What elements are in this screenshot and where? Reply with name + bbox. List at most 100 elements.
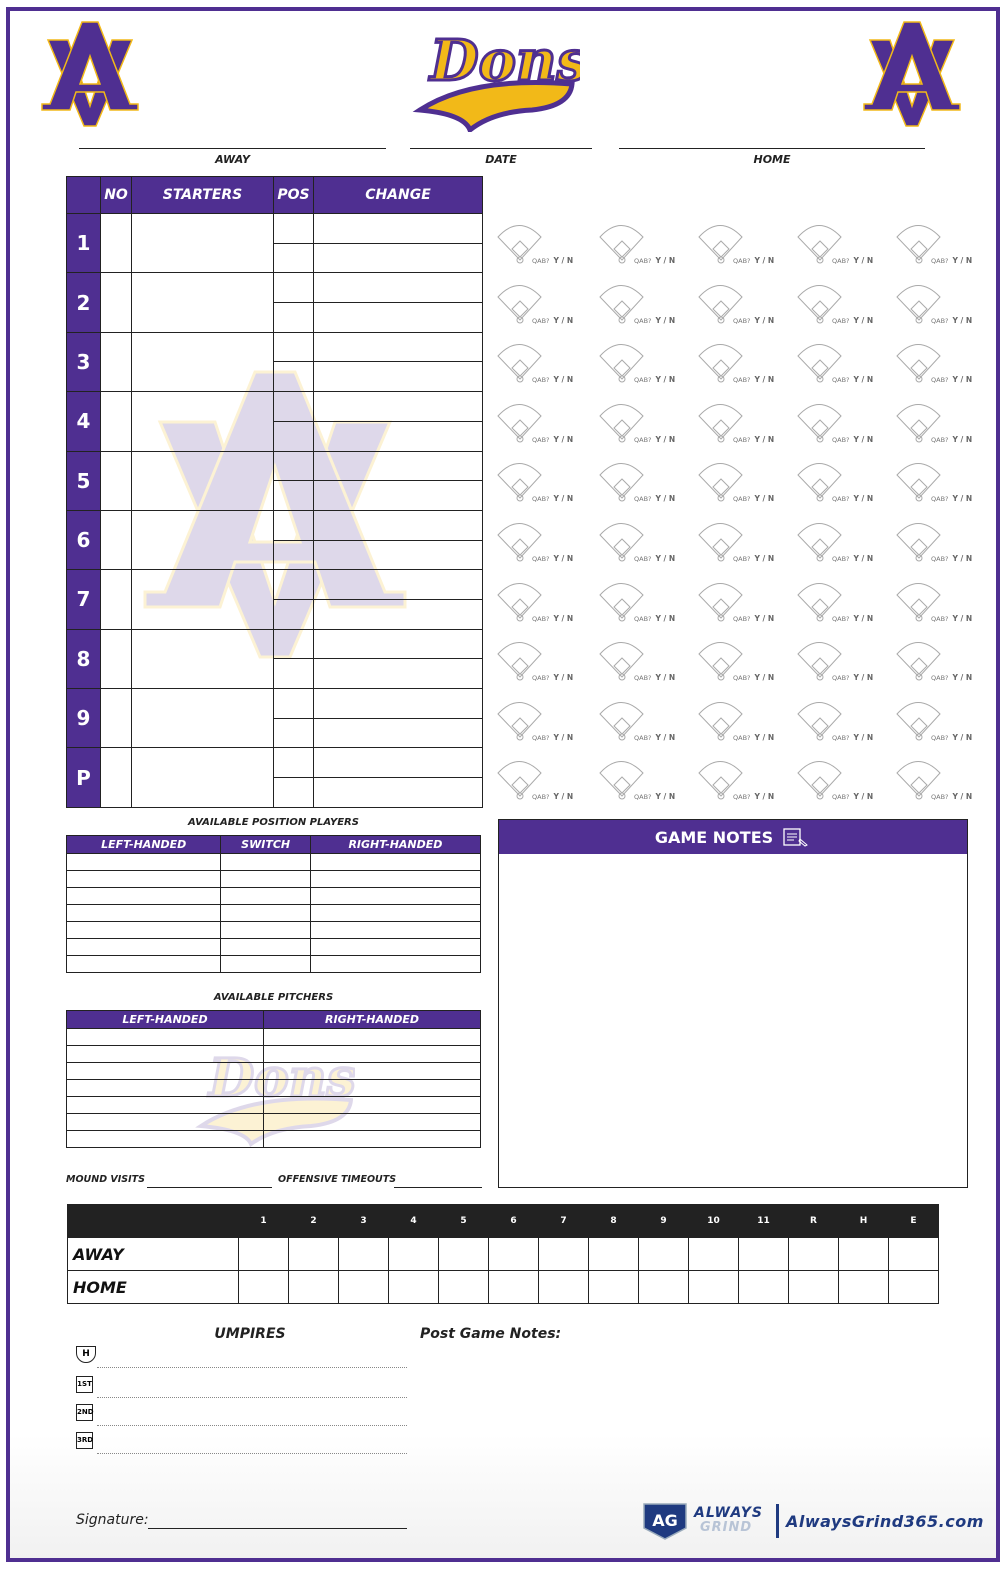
- number-cell[interactable]: [100, 331, 132, 393]
- player-cell[interactable]: [66, 1079, 264, 1097]
- player-cell[interactable]: [66, 1113, 264, 1131]
- qab-yes-no[interactable]: Y / N: [553, 375, 574, 385]
- change-cell[interactable]: [313, 480, 483, 511]
- at-bat-box[interactable]: QAB? Y / N: [894, 756, 984, 806]
- at-bat-box[interactable]: QAB? Y / N: [597, 339, 687, 389]
- number-cell[interactable]: [100, 450, 132, 511]
- game-notes-box[interactable]: GAME NOTES: [498, 819, 968, 1188]
- number-cell[interactable]: [100, 628, 132, 690]
- at-bat-box[interactable]: QAB? Y / N: [795, 458, 885, 508]
- score-cell[interactable]: [788, 1237, 839, 1271]
- change-cell[interactable]: [313, 509, 483, 541]
- pos-cell[interactable]: [273, 628, 314, 660]
- pos-cell[interactable]: [273, 717, 314, 749]
- at-bat-box[interactable]: QAB? Y / N: [696, 280, 786, 330]
- pos-cell[interactable]: [273, 361, 314, 393]
- pos-cell[interactable]: [273, 272, 314, 304]
- player-cell[interactable]: [220, 887, 311, 905]
- player-cell[interactable]: [309, 904, 482, 922]
- qab-yes-no[interactable]: Y / N: [655, 256, 676, 265]
- away-line[interactable]: [79, 148, 386, 149]
- qab-yes-no[interactable]: Y / N: [553, 673, 574, 683]
- pos-cell[interactable]: [273, 213, 314, 244]
- at-bat-box[interactable]: QAB? Y / N: [495, 756, 585, 806]
- player-cell[interactable]: [66, 1028, 264, 1046]
- score-cell[interactable]: [238, 1270, 289, 1304]
- at-bat-box[interactable]: QAB? Y / N: [894, 399, 984, 449]
- change-cell[interactable]: [313, 598, 483, 630]
- player-cell[interactable]: [65, 904, 222, 922]
- change-cell[interactable]: [313, 242, 483, 274]
- at-bat-box[interactable]: QAB? Y / N: [597, 280, 687, 330]
- at-bat-box[interactable]: QAB? Y / N: [597, 697, 687, 747]
- offensive-timeouts-line[interactable]: [394, 1187, 482, 1188]
- score-cell[interactable]: [438, 1237, 489, 1271]
- score-cell[interactable]: [588, 1237, 639, 1271]
- qab-yes-no[interactable]: Y / N: [553, 434, 574, 444]
- at-bat-box[interactable]: QAB? Y / N: [795, 578, 885, 628]
- score-cell[interactable]: [488, 1270, 539, 1304]
- pos-cell[interactable]: [273, 331, 314, 363]
- at-bat-box[interactable]: QAB? Y / N: [894, 458, 984, 508]
- at-bat-box[interactable]: QAB? Y / N: [795, 220, 885, 270]
- player-cell[interactable]: [220, 921, 311, 939]
- player-cell[interactable]: [263, 1113, 481, 1131]
- at-bat-box[interactable]: QAB? Y / N: [597, 518, 687, 568]
- qab-yes-no[interactable]: Y / N: [754, 792, 775, 802]
- qab-yes-no[interactable]: Y / N: [853, 732, 874, 742]
- at-bat-box[interactable]: QAB? Y / N: [894, 339, 984, 389]
- umpire-line[interactable]: [97, 1453, 407, 1454]
- qab-yes-no[interactable]: Y / N: [952, 673, 973, 683]
- player-cell[interactable]: [220, 853, 311, 871]
- player-cell[interactable]: [263, 1028, 481, 1046]
- player-cell[interactable]: [220, 938, 311, 956]
- score-cell[interactable]: [388, 1237, 439, 1271]
- qab-yes-no[interactable]: Y / N: [952, 494, 973, 504]
- at-bat-box[interactable]: QAB? Y / N: [495, 399, 585, 449]
- qab-yes-no[interactable]: Y / N: [952, 256, 973, 265]
- player-cell[interactable]: [66, 1045, 264, 1063]
- starter-cell[interactable]: [131, 450, 274, 511]
- starter-cell[interactable]: [131, 272, 274, 333]
- at-bat-box[interactable]: QAB? Y / N: [696, 697, 786, 747]
- pos-cell[interactable]: [273, 302, 314, 333]
- score-cell[interactable]: [488, 1237, 539, 1271]
- pos-cell[interactable]: [273, 420, 314, 452]
- mound-visits-line[interactable]: [147, 1187, 272, 1188]
- at-bat-box[interactable]: QAB? Y / N: [696, 458, 786, 508]
- number-cell[interactable]: [100, 687, 132, 749]
- at-bat-box[interactable]: QAB? Y / N: [495, 637, 585, 687]
- player-cell[interactable]: [263, 1079, 481, 1097]
- at-bat-box[interactable]: QAB? Y / N: [597, 458, 687, 508]
- at-bat-box[interactable]: QAB? Y / N: [795, 518, 885, 568]
- score-cell[interactable]: [688, 1270, 739, 1304]
- score-cell[interactable]: [388, 1270, 439, 1304]
- change-cell[interactable]: [313, 272, 483, 304]
- footer-url[interactable]: AlwaysGrind365.com: [786, 1512, 984, 1531]
- pos-cell[interactable]: [273, 509, 314, 541]
- qab-yes-no[interactable]: Y / N: [655, 554, 676, 563]
- player-cell[interactable]: [66, 1062, 264, 1080]
- qab-yes-no[interactable]: Y / N: [754, 613, 775, 623]
- qab-yes-no[interactable]: Y / N: [655, 315, 676, 325]
- qab-yes-no[interactable]: Y / N: [952, 732, 973, 742]
- qab-yes-no[interactable]: Y / N: [553, 613, 574, 623]
- qab-yes-no[interactable]: Y / N: [754, 434, 775, 444]
- player-cell[interactable]: [65, 870, 222, 888]
- qab-yes-no[interactable]: Y / N: [952, 792, 973, 802]
- score-cell[interactable]: [838, 1270, 889, 1304]
- score-cell[interactable]: [288, 1270, 339, 1304]
- number-cell[interactable]: [100, 391, 132, 452]
- player-cell[interactable]: [65, 955, 222, 973]
- qab-yes-no[interactable]: Y / N: [853, 673, 874, 683]
- pos-cell[interactable]: [273, 391, 314, 422]
- qab-yes-no[interactable]: Y / N: [853, 315, 874, 325]
- score-cell[interactable]: [238, 1237, 289, 1271]
- umpire-line[interactable]: [97, 1367, 407, 1368]
- change-cell[interactable]: [313, 361, 483, 393]
- player-cell[interactable]: [65, 853, 222, 871]
- at-bat-box[interactable]: QAB? Y / N: [894, 578, 984, 628]
- qab-yes-no[interactable]: Y / N: [952, 434, 973, 444]
- change-cell[interactable]: [313, 331, 483, 363]
- change-cell[interactable]: [313, 391, 483, 422]
